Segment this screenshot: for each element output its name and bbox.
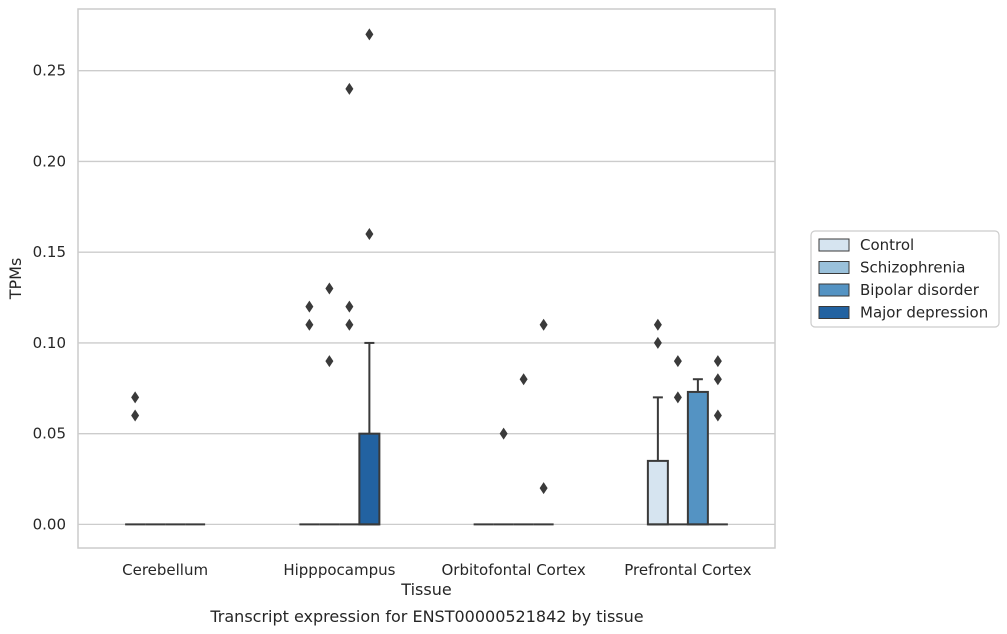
legend-swatch (818, 283, 850, 297)
box-major-depression (358, 341, 381, 526)
outlier-point (131, 391, 140, 404)
y-tick-label: 0.15 (33, 243, 66, 261)
box-control (646, 396, 669, 526)
outlier-point (345, 318, 354, 331)
x-tick-labels: Cerebellum Hipppocampus Orbitofontal Corte… (122, 561, 751, 579)
y-tick-label: 0.00 (33, 515, 66, 533)
outlier-point (653, 318, 662, 331)
box-body (686, 390, 709, 526)
outlier-point (345, 82, 354, 95)
x-tick-label: Hipppocampus (283, 561, 395, 579)
x-tick-label: Orbitofontal Cortex (442, 561, 586, 579)
outlier-point (305, 318, 314, 331)
legend-label: Control (860, 236, 914, 254)
outlier-point (325, 282, 334, 295)
y-tick-labels: 0.00 0.05 0.10 0.15 0.20 0.25 (33, 62, 66, 534)
box-body (646, 459, 669, 526)
outlier-point (305, 300, 314, 313)
outlier-point (653, 336, 662, 349)
outlier-point (499, 427, 508, 440)
x-axis-label: Tissue (400, 580, 451, 599)
outlier-point (673, 355, 682, 368)
outlier-point (345, 300, 354, 313)
y-tick-label: 0.25 (33, 62, 66, 80)
legend-swatch (818, 306, 850, 319)
y-tick-label: 0.10 (33, 334, 66, 352)
y-tick-label: 0.20 (33, 152, 66, 170)
box-body (358, 432, 381, 526)
outlier-point (131, 409, 140, 422)
y-axis-label: TPMs (6, 258, 25, 301)
outliers (131, 28, 722, 495)
outlier-point (713, 373, 722, 386)
chart-caption: Transcript expression for ENST0000052184… (209, 607, 643, 626)
x-tick-label: Cerebellum (122, 561, 208, 579)
x-tick-label: Prefrontal Cortex (624, 561, 751, 579)
outlier-point (713, 355, 722, 368)
legend: Control Schizophrenia Bipolar disorder Majo… (810, 230, 1000, 328)
outlier-point (365, 228, 374, 241)
outlier-point (673, 391, 682, 404)
outlier-point (365, 28, 374, 41)
outlier-point (325, 355, 334, 368)
legend-swatch (818, 238, 850, 252)
boxes (125, 341, 728, 526)
outlier-point (713, 409, 722, 422)
outlier-point (539, 482, 548, 495)
legend-label: Bipolar disorder (860, 281, 980, 299)
plot-frame (77, 8, 776, 549)
legend-swatch (818, 261, 850, 274)
outlier-point (539, 318, 548, 331)
legend-box (810, 230, 1000, 328)
legend-label: Major depression (860, 304, 988, 322)
box-bipolar-disorder (686, 378, 709, 526)
outlier-point (519, 373, 528, 386)
y-tick-label: 0.05 (33, 425, 66, 443)
grid (78, 70, 775, 526)
legend-label: Schizophrenia (860, 259, 965, 277)
